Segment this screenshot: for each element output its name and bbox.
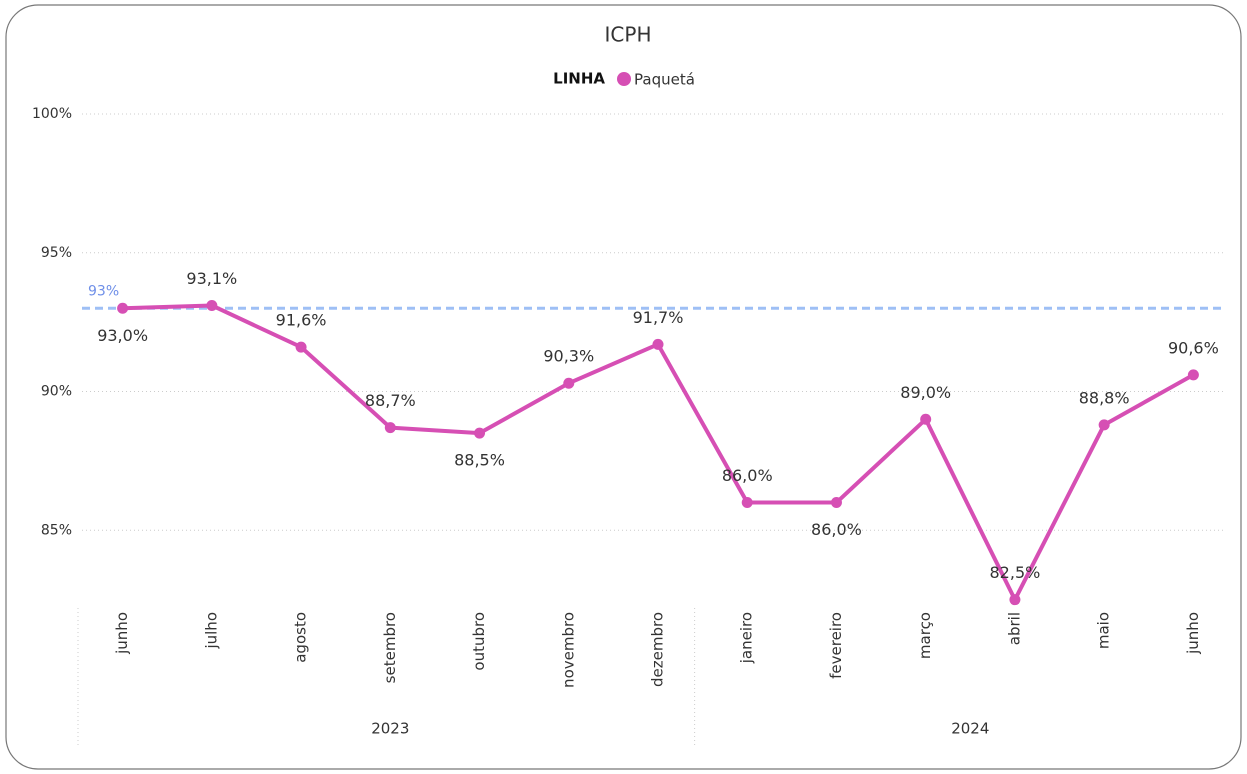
x-tick-label: fevereiro: [827, 612, 845, 679]
x-tick-label: novembro: [559, 612, 577, 688]
data-label: 86,0%: [722, 466, 773, 485]
x-tick-label: maio: [1095, 612, 1113, 649]
chart-title: ICPH: [605, 23, 652, 47]
x-tick-label: abril: [1005, 612, 1023, 645]
data-label: 90,6%: [1168, 338, 1219, 357]
data-label: 82,5%: [990, 563, 1041, 582]
data-point: [741, 497, 753, 509]
y-tick-label: 95%: [41, 245, 72, 261]
legend-label: Paquetá: [634, 71, 695, 89]
data-point: [1009, 594, 1021, 606]
x-tick-label: agosto: [292, 612, 310, 663]
x-tick-label: junho: [113, 612, 131, 655]
data-label: 90,3%: [543, 347, 594, 366]
data-point: [295, 341, 307, 353]
data-label: 91,7%: [633, 308, 684, 327]
data-point: [563, 377, 575, 389]
data-label: 88,5%: [454, 451, 505, 470]
legend-marker: [617, 72, 631, 86]
data-label: 91,6%: [276, 311, 327, 330]
x-tick-label: setembro: [381, 612, 399, 683]
data-point: [206, 299, 218, 311]
group-label: 2023: [371, 720, 409, 738]
reference-label: 93%: [88, 283, 119, 299]
legend-title: LINHA: [553, 70, 605, 88]
data-label: 86,0%: [811, 520, 862, 539]
data-label: 89,0%: [900, 383, 951, 402]
x-tick-label: janeiro: [738, 612, 756, 664]
group-label: 2024: [951, 720, 989, 738]
x-tick-label: junho: [1184, 612, 1202, 655]
data-point: [1098, 419, 1110, 431]
data-point: [920, 413, 932, 425]
y-tick-label: 85%: [41, 522, 72, 538]
data-point: [384, 422, 396, 434]
data-point: [652, 338, 664, 350]
data-point: [1187, 369, 1199, 381]
data-point: [830, 497, 842, 509]
x-tick-label: março: [916, 612, 934, 659]
data-point: [117, 302, 129, 314]
x-tick-label: outubro: [470, 612, 488, 671]
x-tick-label: julho: [202, 612, 220, 650]
x-tick-label: dezembro: [649, 612, 667, 687]
frame: [5, 4, 1242, 770]
y-tick-label: 90%: [41, 384, 72, 400]
data-point: [474, 427, 486, 439]
data-label: 88,8%: [1079, 388, 1130, 407]
data-label: 93,0%: [97, 326, 148, 345]
data-label: 93,1%: [186, 269, 237, 288]
data-label: 88,7%: [365, 391, 416, 410]
y-tick-label: 100%: [32, 106, 72, 122]
